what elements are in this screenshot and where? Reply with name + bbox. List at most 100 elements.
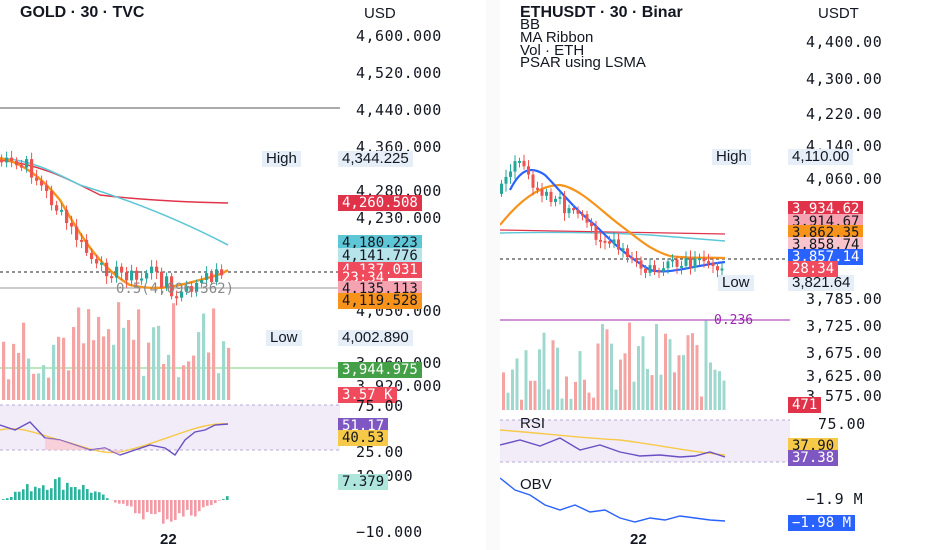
candle-body	[195, 282, 199, 292]
macd-bar	[146, 500, 149, 513]
eth-price-tick: 3,575.00	[806, 387, 883, 405]
volume-bar	[177, 377, 181, 400]
candle-body	[617, 239, 620, 250]
macd-bar	[158, 500, 161, 513]
volume-bar	[592, 397, 595, 410]
candle-body	[0, 159, 4, 163]
eth-rsi-tag: 37.38	[788, 450, 839, 466]
volume-bar	[222, 341, 226, 400]
volume-bar	[637, 346, 640, 410]
volume-bar	[565, 376, 568, 410]
eth-rsi-ma	[500, 429, 726, 456]
eth-obv-label[interactable]: OBV	[520, 476, 552, 493]
macd-bar	[98, 492, 101, 500]
eth-indicator-ma-ribbon[interactable]: MA Ribbon	[520, 29, 594, 46]
macd-bar	[90, 492, 93, 500]
macd-bar	[162, 500, 165, 524]
volume-bar	[632, 381, 636, 410]
volume-bar	[542, 332, 546, 410]
eth-price-tick: 3,675.00	[806, 344, 883, 362]
volume-bar	[137, 309, 141, 400]
volume-bar	[32, 373, 36, 400]
eth-price-tick: 3,725.00	[806, 317, 883, 335]
eth-rsi-label[interactable]: RSI	[520, 415, 546, 432]
candle-body	[702, 258, 706, 262]
gold-candles	[0, 150, 224, 306]
gold-ma-cyan-tag: 4,180.223	[338, 235, 422, 251]
eth-low-label: Low	[718, 275, 754, 291]
candle-body	[635, 257, 638, 261]
macd-bar	[182, 500, 185, 517]
macd-bar	[142, 500, 145, 520]
macd-bar	[42, 485, 45, 500]
volume-bar	[574, 381, 577, 410]
volume-bar	[132, 339, 136, 400]
candle-body	[639, 260, 643, 269]
volume-bar	[42, 365, 46, 400]
eth-candles	[500, 154, 724, 279]
volume-bar	[614, 389, 618, 410]
gold-chart-panel[interactable]: GOLD · 30 · TVC USD 4,600.000 4,520.000 …	[0, 0, 486, 550]
eth-time-label: 22	[630, 531, 647, 548]
volume-bar	[515, 358, 519, 410]
candle-body	[603, 240, 607, 243]
candle-body	[500, 183, 503, 194]
volume-bar	[97, 317, 101, 400]
macd-bar	[18, 491, 21, 500]
volume-bar	[646, 368, 649, 410]
eth-high-label: High	[712, 149, 751, 165]
gold-volume-tag: 3.57 K	[338, 387, 397, 403]
candle-body	[531, 174, 535, 188]
candle-body	[599, 239, 602, 242]
macd-bar	[126, 500, 129, 506]
eth-bb-upper-tag: 3,934.62	[788, 201, 864, 217]
gold-chart-title: GOLD · 30 · TVC	[20, 4, 145, 21]
candle-body	[210, 273, 214, 282]
volume-bar	[62, 337, 66, 400]
eth-ma-cyan	[500, 231, 726, 242]
gold-rsi-line	[0, 421, 229, 456]
candle-body	[110, 276, 114, 279]
candle-body	[185, 286, 189, 292]
volume-bar	[511, 369, 514, 410]
gold-low-label: Low	[266, 330, 302, 346]
volume-bar	[560, 398, 564, 410]
macd-bar	[38, 488, 41, 500]
eth-chart-panel[interactable]: ETHUSDT · 30 · Binar BB MA Ribbon Vol · …	[500, 0, 932, 550]
candle-body	[698, 258, 701, 261]
gold-volume-bars	[2, 302, 231, 400]
volume-bar	[82, 343, 86, 400]
candle-body	[585, 214, 589, 223]
volume-bar	[713, 369, 717, 410]
gold-chart-canvas[interactable]	[0, 0, 486, 550]
volume-bar	[538, 349, 541, 410]
eth-indicator-bb[interactable]: BB	[520, 16, 541, 33]
volume-bar	[695, 345, 699, 410]
volume-bar	[641, 336, 645, 410]
candle-body	[150, 266, 154, 274]
eth-price-tick: 3,785.00	[806, 290, 883, 308]
macd-bar	[10, 496, 13, 500]
eth-price-tick: 4,400.00	[806, 33, 883, 51]
macd-bar	[106, 498, 109, 500]
eth-volume-tag: 471	[788, 397, 822, 413]
eth-indicator-volume[interactable]: Vol · ETH	[520, 42, 585, 59]
eth-ma-orange	[500, 183, 726, 260]
volume-bar	[677, 355, 681, 410]
candle-body	[554, 198, 557, 203]
volume-bar	[102, 336, 106, 400]
eth-currency: USDT	[818, 5, 859, 22]
volume-bar	[578, 351, 582, 410]
gold-fib-label: 0.5(4,096.362)	[116, 281, 235, 297]
eth-indicator-psar[interactable]: PSAR using LSMA	[520, 54, 646, 71]
candle-body	[20, 165, 24, 168]
candle-body	[522, 160, 526, 167]
macd-bar	[122, 500, 125, 504]
eth-chart-canvas[interactable]	[500, 0, 932, 550]
volume-bar	[601, 324, 604, 410]
volume-bar	[117, 302, 121, 400]
gold-rsi-ma-tag: 40.53	[338, 430, 389, 446]
gold-price-tick: 4,600.000	[356, 27, 442, 45]
macd-bar	[174, 500, 177, 520]
macd-bar	[194, 500, 197, 517]
